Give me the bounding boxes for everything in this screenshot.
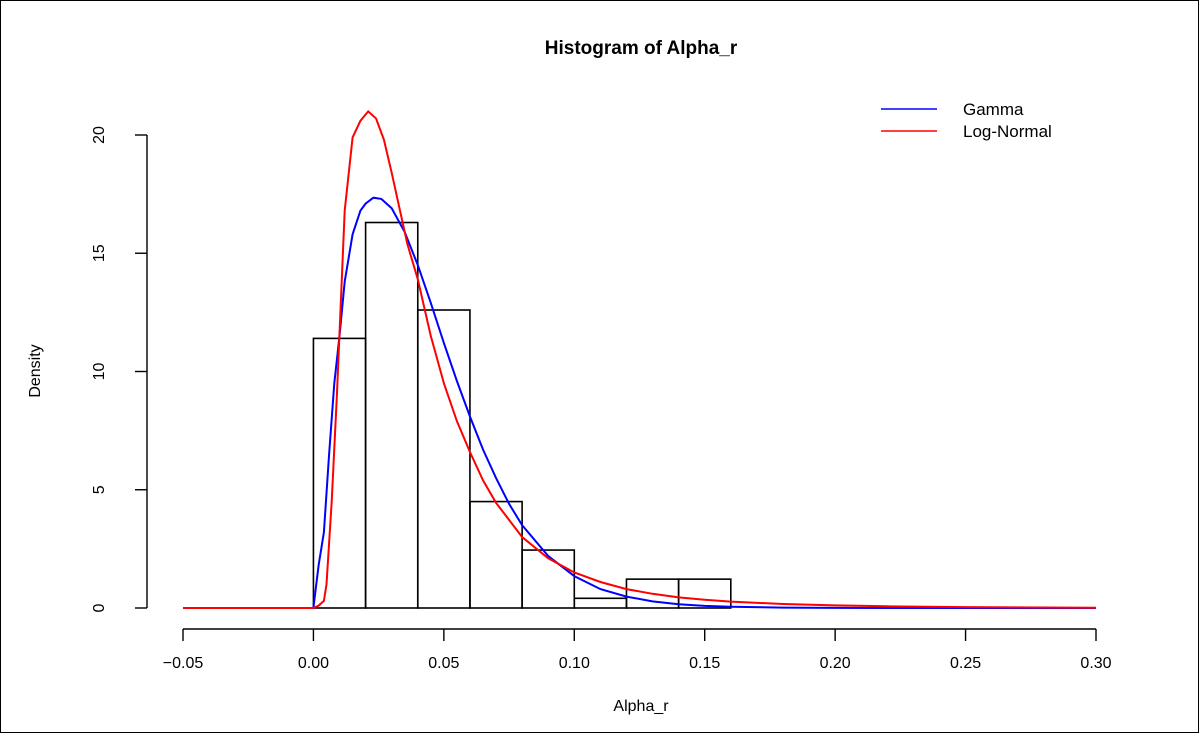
histogram-bar-2: [364, 221, 419, 609]
histogram-bar-6: [573, 597, 628, 609]
legend-label: Log-Normal: [963, 122, 1052, 141]
y-axis: 0 5 10 15 20: [91, 126, 148, 612]
x-axis-label: Alpha_r: [613, 698, 669, 715]
legend-label: Gamma: [963, 100, 1024, 119]
x-tick-label: 0.10: [559, 655, 590, 672]
legend: Gamma Log-Normal: [881, 100, 1052, 141]
x-tick-label: 0.05: [428, 655, 459, 672]
histogram-bar-1: [312, 337, 367, 609]
y-tick-label: 15: [91, 244, 108, 262]
x-tick-label: 0.15: [689, 655, 720, 672]
x-tick-label: 0.30: [1080, 655, 1111, 672]
histogram-bar-5: [521, 549, 576, 609]
chart-title: Histogram of Alpha_r: [545, 38, 738, 59]
histogram-bar-4: [469, 500, 523, 609]
y-tick-label: 20: [91, 126, 108, 144]
x-tick-label: 0.20: [820, 655, 851, 672]
density-curves: [183, 109, 1097, 609]
gamma-curve: [183, 196, 1096, 609]
y-tick-label: 0: [91, 603, 108, 612]
histogram-bar-8: [677, 578, 732, 609]
y-tick-label: 5: [91, 485, 108, 494]
x-tick-label: 0.00: [298, 655, 329, 672]
y-axis-label: Density: [27, 344, 44, 397]
y-tick-label: 10: [91, 363, 108, 381]
x-axis: −0.05 0.00 0.05 0.10 0.15 0.20 0.25 0.30: [163, 628, 1112, 672]
histogram-bar-3: [416, 309, 471, 609]
x-tick-label: −0.05: [163, 655, 204, 672]
x-tick-label: 0.25: [950, 655, 981, 672]
log-normal-curve: [183, 109, 1097, 609]
histogram-bars: [312, 221, 732, 609]
